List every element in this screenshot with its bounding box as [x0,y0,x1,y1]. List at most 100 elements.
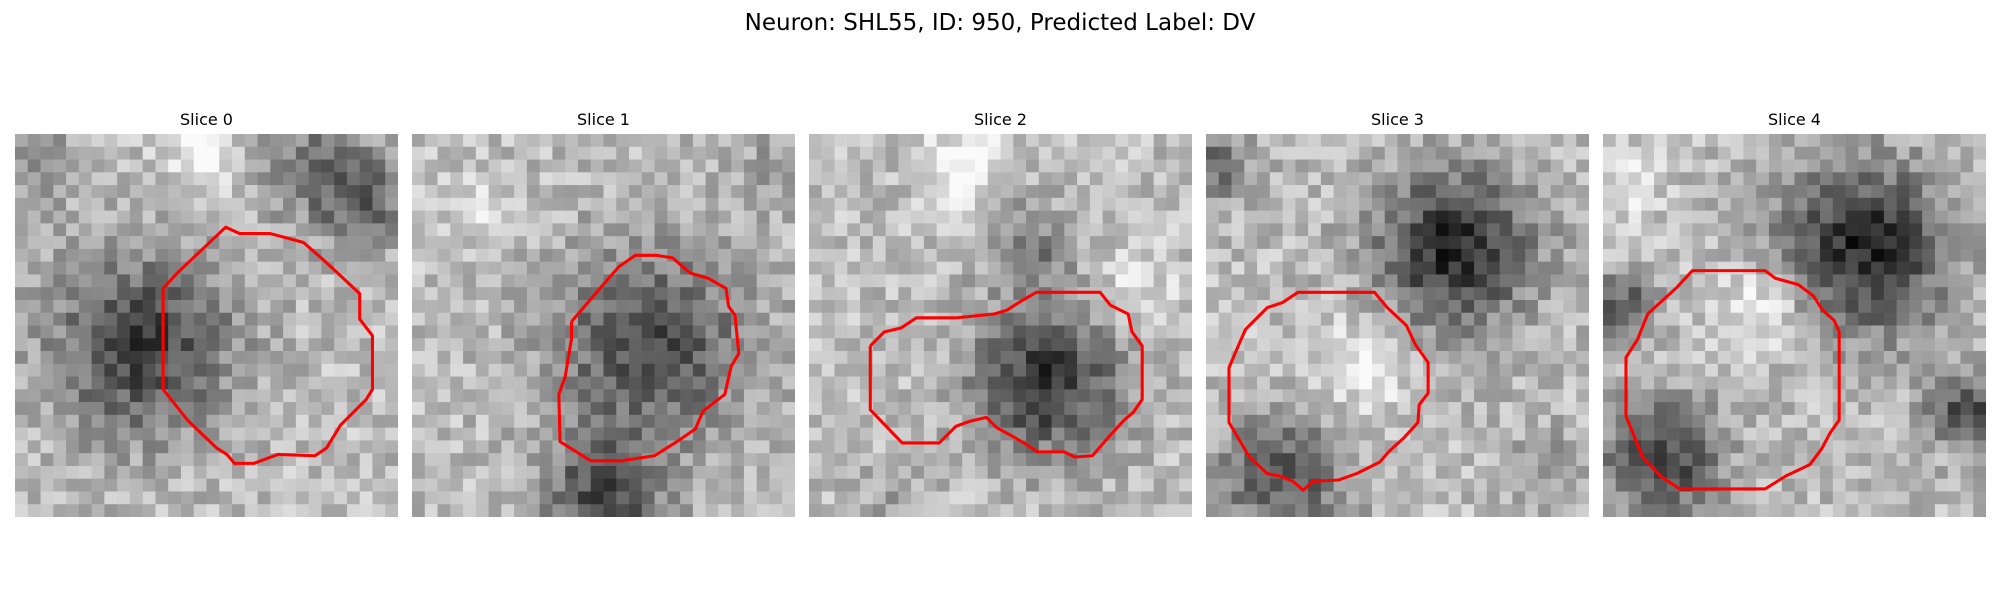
pixel-tile [782,274,795,288]
pixel-tile [1026,376,1040,390]
pixel-tile [1384,491,1398,505]
pixel-tile [1231,236,1245,250]
pixel-tile [1512,210,1526,224]
pixel-tile [834,504,848,517]
pixel-tile [232,134,246,148]
pixel-tile [1140,185,1155,199]
pixel-tile [1397,172,1411,186]
pixel-tile [104,210,118,224]
pixel-tile [1603,185,1617,199]
pixel-tile [1563,236,1577,250]
pixel-tile [155,159,169,173]
pixel-tile [1768,197,1783,211]
slice-title-4: Slice 4 [1768,110,1821,129]
pixel-tile [782,134,795,148]
pixel-tile [962,453,976,467]
pixel-tile [577,146,592,160]
pixel-tile [1909,146,1923,160]
pixel-tile [1038,197,1052,211]
pixel-tile [1371,261,1386,275]
pixel-tile [1871,287,1885,301]
pixel-tile [1730,325,1744,339]
roi-contour-4 [1624,269,1841,491]
pixel-tile [501,287,515,301]
pixel-tile [1692,146,1706,160]
pixel-tile [372,427,386,441]
pixel-tile [692,338,707,352]
pixel-tile [1947,440,1961,454]
pixel-tile [1807,197,1821,211]
pixel-tile [1153,312,1167,326]
pixel-tile [1807,287,1821,301]
pixel-tile [437,427,451,441]
pixel-tile [1705,223,1719,237]
pixel-tile [1115,287,1129,301]
pixel-tile [1730,338,1744,352]
pixel-tile [987,159,1001,173]
pixel-tile [1820,261,1834,275]
pixel-tile [66,299,80,314]
pixel-tile [1448,325,1462,339]
pixel-tile [1603,312,1617,326]
pixel-tile [1346,338,1360,352]
pixel-tile [526,223,541,237]
pixel-tile [949,185,963,199]
pixel-tile [450,363,464,377]
pixel-tile [1692,402,1706,416]
pixel-tile [1781,453,1795,467]
pixel-tile [1654,312,1668,326]
pixel-tile [1563,402,1577,416]
pixel-tile [1128,236,1142,250]
pixel-tile [590,504,604,517]
pixel-tile [641,363,655,377]
pixel-tile [1333,223,1347,237]
pixel-tile [603,491,617,505]
pixel-tile [987,504,1001,517]
pixel-tile [949,465,963,480]
pixel-tile [1231,299,1245,314]
pixel-tile [1679,287,1693,301]
pixel-tile [1499,134,1513,148]
pixel-tile [1474,351,1488,365]
pixel-tile [27,465,41,480]
pixel-tile [898,478,912,492]
pixel-tile [743,440,758,454]
pixel-tile [692,478,707,492]
pixel-tile [1064,236,1078,250]
pixel-tile [590,414,604,429]
pixel-tile [1922,427,1936,441]
pixel-tile [117,376,131,390]
pixel-tile [283,197,297,211]
pixel-tile [885,351,899,365]
pixel-tile [1410,453,1424,467]
pixel-tile [923,299,938,314]
pixel-tile [514,287,528,301]
pixel-tile [1960,402,1974,416]
pixel-tile [1679,185,1693,199]
pixel-tile [206,287,220,301]
pixel-tile [1038,210,1052,224]
pixel-tile [104,146,118,160]
pixel-tile [437,261,451,275]
pixel-tile [1922,261,1936,275]
pixel-tile [129,478,144,492]
pixel-tile [1973,223,1986,237]
pixel-tile [501,185,515,199]
pixel-tile [565,146,579,160]
pixel-tile [1883,427,1898,441]
pixel-tile [450,299,464,314]
pixel-tile [987,146,1001,160]
grayscale-tiles-3 [1206,134,1589,517]
pixel-tile [1435,210,1449,224]
pixel-tile [1820,134,1834,148]
pixel-tile [1295,504,1309,517]
pixel-tile [1934,351,1949,365]
pixel-tile [232,440,246,454]
pixel-tile [1077,363,1091,377]
pixel-tile [705,134,719,148]
pixel-tile [180,287,195,301]
pixel-tile [1295,223,1309,237]
pixel-tile [1537,223,1552,237]
pixel-tile [1794,185,1808,199]
pixel-tile [1282,491,1296,505]
